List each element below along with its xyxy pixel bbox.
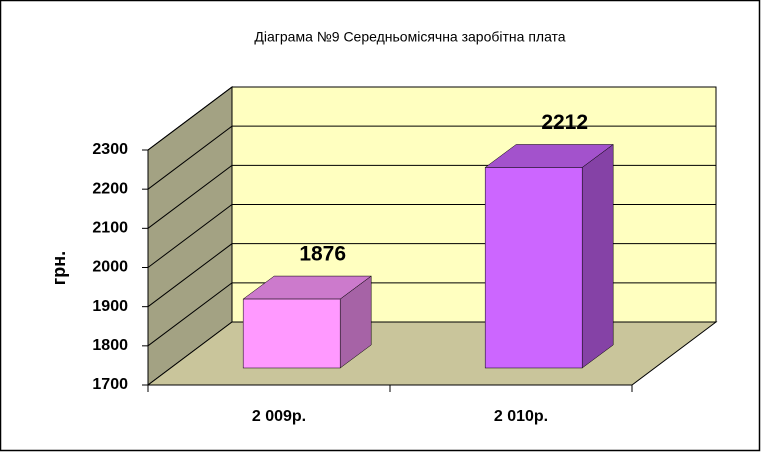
x-tick-label: 2 010р. — [494, 408, 548, 425]
x-tick-label: 2 009р. — [252, 408, 306, 425]
data-label: 2212 — [541, 111, 588, 134]
bar — [484, 167, 583, 369]
y-tick-label: 2000 — [92, 259, 128, 276]
y-tick-label: 2300 — [92, 141, 128, 158]
data-label: 1876 — [299, 243, 346, 266]
y-tick-label: 1800 — [92, 337, 128, 354]
y-tick-label: 2100 — [92, 220, 128, 237]
grid-line — [147, 86, 716, 151]
y-tick-label: 1700 — [92, 376, 128, 393]
bar — [242, 298, 341, 369]
floor — [146, 321, 718, 386]
bar-side — [581, 143, 614, 369]
y-tick-label: 1900 — [92, 298, 128, 315]
y-axis-label: грн. — [49, 251, 69, 285]
chart-title: Діаграма №9 Середньомісячна заробітна пл… — [254, 29, 565, 45]
grid-line — [147, 125, 716, 190]
y-tick-label: 2200 — [92, 180, 128, 197]
